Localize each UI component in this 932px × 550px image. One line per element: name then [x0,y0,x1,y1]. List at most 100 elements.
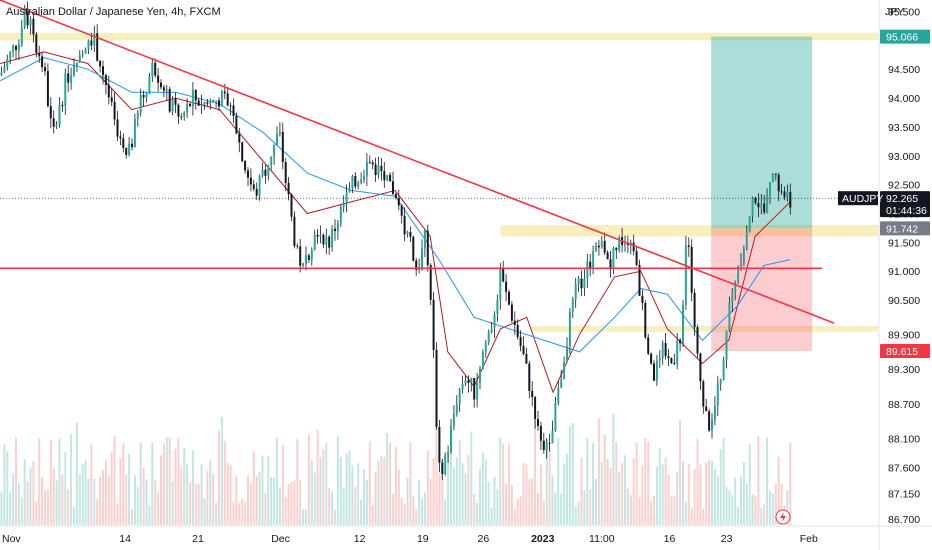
volume-bar [499,437,502,525]
volume-bar [508,444,510,525]
candle-body [545,443,548,451]
candle-body [281,131,284,162]
y-tick-label: 87.150 [888,488,920,500]
candle-body [528,363,531,391]
volume-bar [426,450,429,525]
volume-bar [763,504,766,525]
volume-bar [461,463,464,525]
volume-bar [711,460,713,525]
candle-body [394,194,397,198]
candle-body [218,100,220,107]
volume-bar [484,459,487,525]
volume-bar [679,420,682,525]
volume-bar [102,470,104,525]
volume-bar [653,496,655,525]
volume-bar [220,417,223,525]
volume-bar [206,470,209,525]
volume-bar [447,452,450,525]
volume-bar [336,436,339,525]
candle-body [368,161,371,163]
candle-body [334,228,336,231]
volume-bar [212,473,215,525]
volume-bar [771,493,774,525]
candle-body [574,283,577,300]
volume-bar [0,491,3,525]
volume-bar [609,467,612,525]
y-tick-label: 94.500 [888,64,920,76]
candle-body [664,342,667,357]
candle-body [110,97,113,102]
volume-bar [119,458,122,525]
candle-body [64,73,67,106]
candle-body [647,337,650,354]
volume-bar [516,498,519,525]
volume-bar [580,457,583,525]
volume-bar [55,480,58,525]
x-tick-label: 2023 [531,533,555,545]
volume-bar [496,489,499,525]
x-tick-label: Feb [800,533,818,545]
volume-bar [305,509,307,525]
volume-bar [389,442,392,525]
candle-body [49,106,52,119]
volume-bar [592,443,595,525]
candle-body [305,255,307,264]
volume-bar [603,434,606,525]
candle-body [177,104,180,117]
volume-bar [342,487,345,525]
candle-body [145,93,148,98]
volume-bar [699,464,702,525]
price-badge-text: 95.066 [886,32,918,44]
volume-bar [629,495,632,525]
candle-body [476,382,479,400]
volume-bar [125,474,128,525]
candle-body [502,267,505,282]
candle-body [655,360,658,381]
candle-body [519,337,522,347]
volume-bar [371,505,374,525]
volume-bar [612,413,615,525]
flash-icon[interactable] [775,509,791,525]
volume-bar [78,474,81,525]
volume-bar [148,505,151,525]
price-badge [880,344,930,359]
candle-body [490,328,493,332]
volume-bar [276,437,278,525]
candle-body [12,45,15,52]
volume-bar [452,467,455,525]
volume-bar [383,457,386,525]
candle-body [371,162,374,165]
zone-layer [0,32,878,332]
volume-bar [17,483,20,525]
candle-body [557,387,560,404]
candle-body [87,40,90,50]
volume-bar [670,496,673,525]
candle-body [6,58,9,68]
volume-bar [780,484,783,525]
volume-bar [218,430,220,525]
volume-bar [281,444,284,525]
candle-body [441,462,444,474]
candle-body [777,174,780,192]
candle-body [426,230,429,266]
volume-bar [23,459,26,525]
y-tick-label: 86.700 [888,514,920,526]
candle-body [212,100,215,102]
candle-body [606,252,609,260]
volume-bar [365,479,368,525]
candle-body [406,232,409,235]
candle-body [0,72,3,75]
price-badge-text: 91.742 [886,223,918,235]
x-tick-label: 26 [478,533,490,545]
volume-bar [719,448,722,525]
candle-body [148,76,151,94]
candle-body [325,236,328,245]
y-tick-label: 89.300 [888,364,920,376]
candle-body [104,74,107,85]
y-tick-label: 92.500 [888,180,920,192]
candle-body [20,26,23,45]
volume-bar [568,425,571,525]
candle-body [67,73,70,83]
